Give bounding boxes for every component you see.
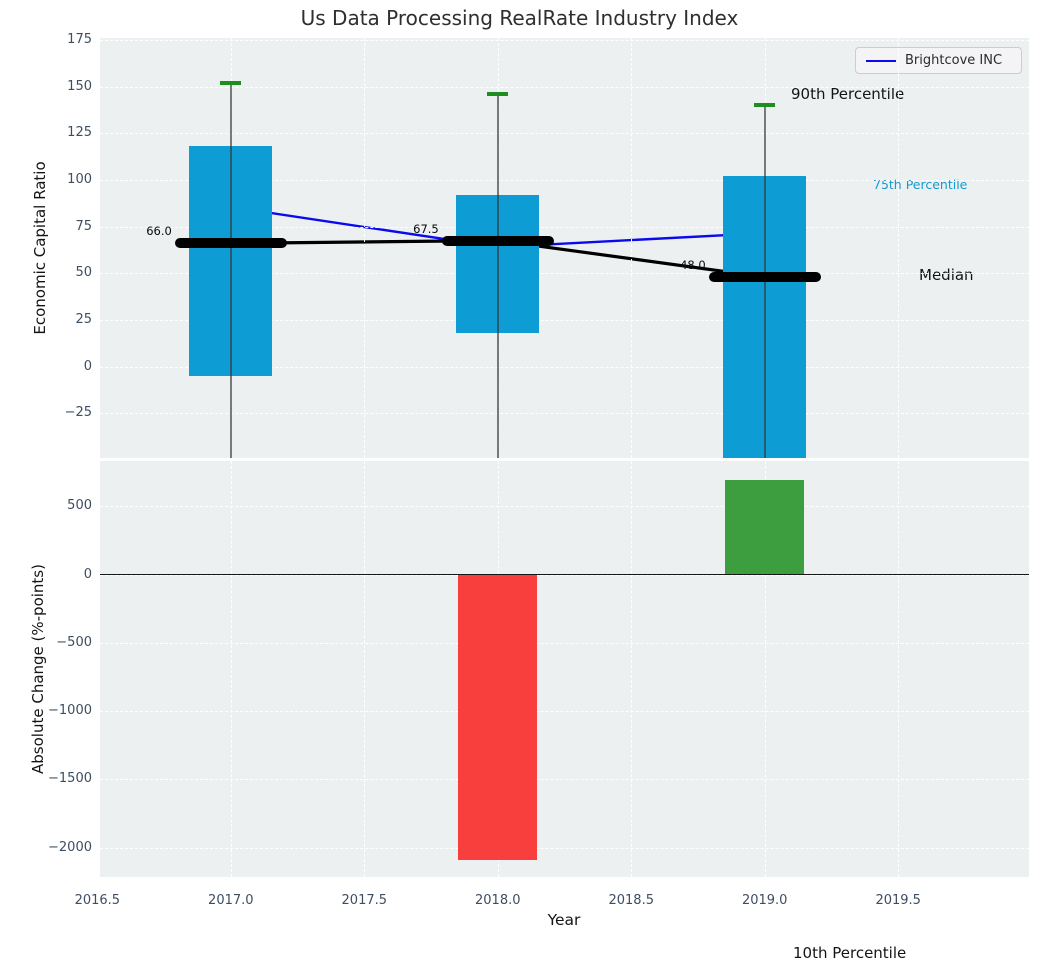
y-tick-label: 100 (67, 171, 92, 187)
x-gridline (364, 38, 366, 458)
p90-cap-2019 (754, 103, 776, 107)
x-tick-label: 2016.5 (74, 893, 121, 908)
median-line-2018 (441, 235, 554, 246)
y-gridline (100, 642, 1029, 644)
y-gridline (100, 711, 1029, 713)
x-gridline (631, 38, 633, 458)
y-tick-label: 0 (83, 358, 92, 374)
y-gridline (100, 506, 1029, 508)
x-tick-label: 2018.0 (475, 893, 521, 908)
chart-title: Us Data Processing RealRate Industry Ind… (300, 6, 739, 30)
y-gridline (100, 179, 1029, 181)
annotation-median: Median (919, 266, 974, 284)
x-axis-label: Year (547, 911, 581, 929)
y-gridline (100, 413, 1029, 415)
x-gridline (898, 461, 900, 877)
annotation-90th-percentile: 90th Percentile (791, 85, 905, 103)
x-tick-label: 2019.0 (741, 893, 788, 908)
y-gridline (100, 39, 1029, 41)
x-gridline (898, 38, 900, 458)
y-gridline (100, 847, 1029, 849)
y-tick-label: −25 (64, 405, 92, 421)
y-gridline (100, 86, 1029, 88)
median-line-2017 (174, 238, 287, 249)
legend: Brightcove INC (855, 47, 1022, 74)
y-tick-label: 150 (67, 78, 92, 94)
y-gridline (100, 319, 1029, 321)
y-tick-label: 500 (67, 498, 92, 514)
y-gridline (100, 133, 1029, 135)
whisker-2018 (496, 94, 499, 458)
y-gridline (100, 366, 1029, 368)
x-gridline (230, 461, 232, 877)
y-tick-label: −500 (56, 634, 92, 650)
x-tick-label: 2017.5 (341, 893, 388, 908)
p90-cap-2018 (487, 92, 509, 96)
y-axis-label-bottom: Absolute Change (%-points) (29, 564, 47, 774)
annotation-10th-percentile: 10th Percentile (793, 944, 907, 962)
zero-line (100, 573, 1029, 576)
x-tick-label: 2019.5 (875, 893, 921, 908)
y-tick-label: 75 (75, 218, 92, 234)
median-value-label-2017: 66.0 (146, 224, 172, 239)
change-bar-2019 (725, 479, 805, 575)
y-gridline (100, 273, 1029, 275)
median-value-label-2019: 48.0 (680, 257, 706, 272)
legend-label: Brightcove INC (905, 53, 1003, 68)
y-tick-label: −1000 (48, 703, 92, 719)
x-gridline (764, 461, 766, 877)
y-tick-label: 25 (75, 311, 92, 327)
x-gridline (364, 461, 366, 877)
x-tick-label: 2017.0 (208, 893, 254, 908)
legend-line-sample-icon (866, 59, 896, 62)
change-bar-2018 (458, 574, 538, 860)
x-tick-label: 2018.5 (608, 893, 654, 908)
median-value-label-2018: 67.5 (413, 221, 439, 236)
p90-cap-2017 (220, 81, 242, 85)
y-tick-label: −2000 (48, 839, 92, 855)
y-gridline (100, 779, 1029, 781)
median-line-2019 (708, 271, 821, 282)
y-tick-label: 175 (67, 31, 92, 47)
y-gridline (100, 226, 1029, 228)
y-tick-label: 125 (67, 125, 92, 141)
y-tick-label: 0 (83, 566, 92, 582)
whisker-2017 (230, 82, 232, 458)
x-gridline (631, 461, 633, 877)
bottom-plot-area (100, 461, 1029, 877)
y-tick-label: −1500 (48, 771, 92, 787)
top-plot-area: 90th Percentile 75th Percentile Median B… (100, 38, 1029, 458)
y-tick-label: 50 (75, 265, 92, 281)
